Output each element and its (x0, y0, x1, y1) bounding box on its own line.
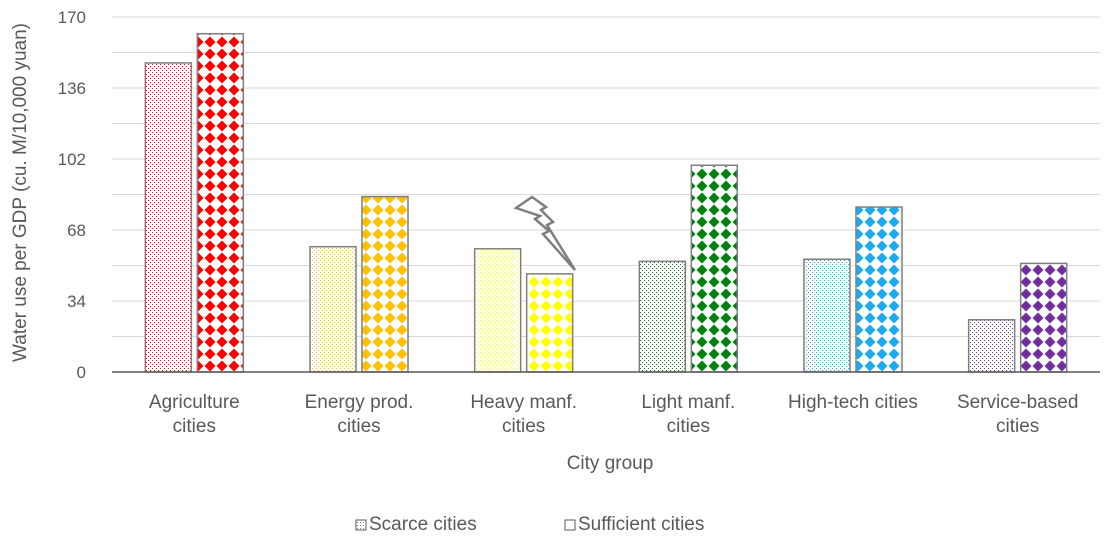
legend-label: Sufficient cities (578, 514, 704, 535)
legend-item: Sufficient cities (564, 514, 704, 535)
bar-sufficient-4 (855, 206, 903, 373)
bars (144, 32, 1068, 373)
x-category-label: Energy prod. cities (305, 392, 414, 437)
y-tick-label: 102 (58, 150, 86, 169)
lightning-bolt-icon (513, 195, 577, 271)
x-category-label: Service-based cities (957, 392, 1078, 437)
x-category-label: High-tech cities (788, 392, 918, 413)
bar-sufficient-0 (196, 32, 245, 373)
bar-scarce-4 (803, 258, 851, 373)
bar-scarce-0 (144, 62, 193, 373)
annotations (513, 195, 577, 271)
x-category-label: Light manf. cities (641, 392, 735, 437)
bar-sufficient-1 (361, 195, 409, 373)
gridlines (112, 16, 1100, 373)
legend-item: Scarce cities (355, 514, 477, 535)
bar-scarce-3 (638, 260, 687, 373)
y-tick-label: 68 (67, 221, 86, 240)
x-axis-title: City group (567, 453, 654, 474)
y-tick-label: 170 (58, 8, 86, 27)
legend: Scarce cities Sufficient cities (355, 514, 704, 535)
bar-sufficient-3 (690, 164, 739, 373)
y-tick-label: 34 (67, 292, 86, 311)
x-category-label: Agriculture cities (149, 392, 240, 437)
bar-scarce-5 (967, 319, 1016, 373)
x-category-label: Heavy manf. cities (470, 392, 577, 437)
legend-label: Scarce cities (369, 514, 477, 535)
x-category-labels: Agriculture cities Energy prod. cities Heavy… (149, 392, 1078, 437)
bar-scarce-1 (309, 245, 357, 373)
bar-scarce-2 (473, 248, 522, 373)
bar-sufficient-5 (1019, 262, 1068, 373)
y-axis-title: Water use per GDP (cu. M/10,000 yuan) (10, 23, 31, 362)
legend-swatch (564, 519, 576, 531)
y-tick-labels: 0 34 68 102 136 170 (58, 8, 86, 382)
bar-sufficient-2 (525, 273, 574, 373)
y-tick-label: 0 (77, 363, 86, 382)
legend-swatch (355, 519, 367, 531)
y-tick-label: 136 (58, 79, 86, 98)
